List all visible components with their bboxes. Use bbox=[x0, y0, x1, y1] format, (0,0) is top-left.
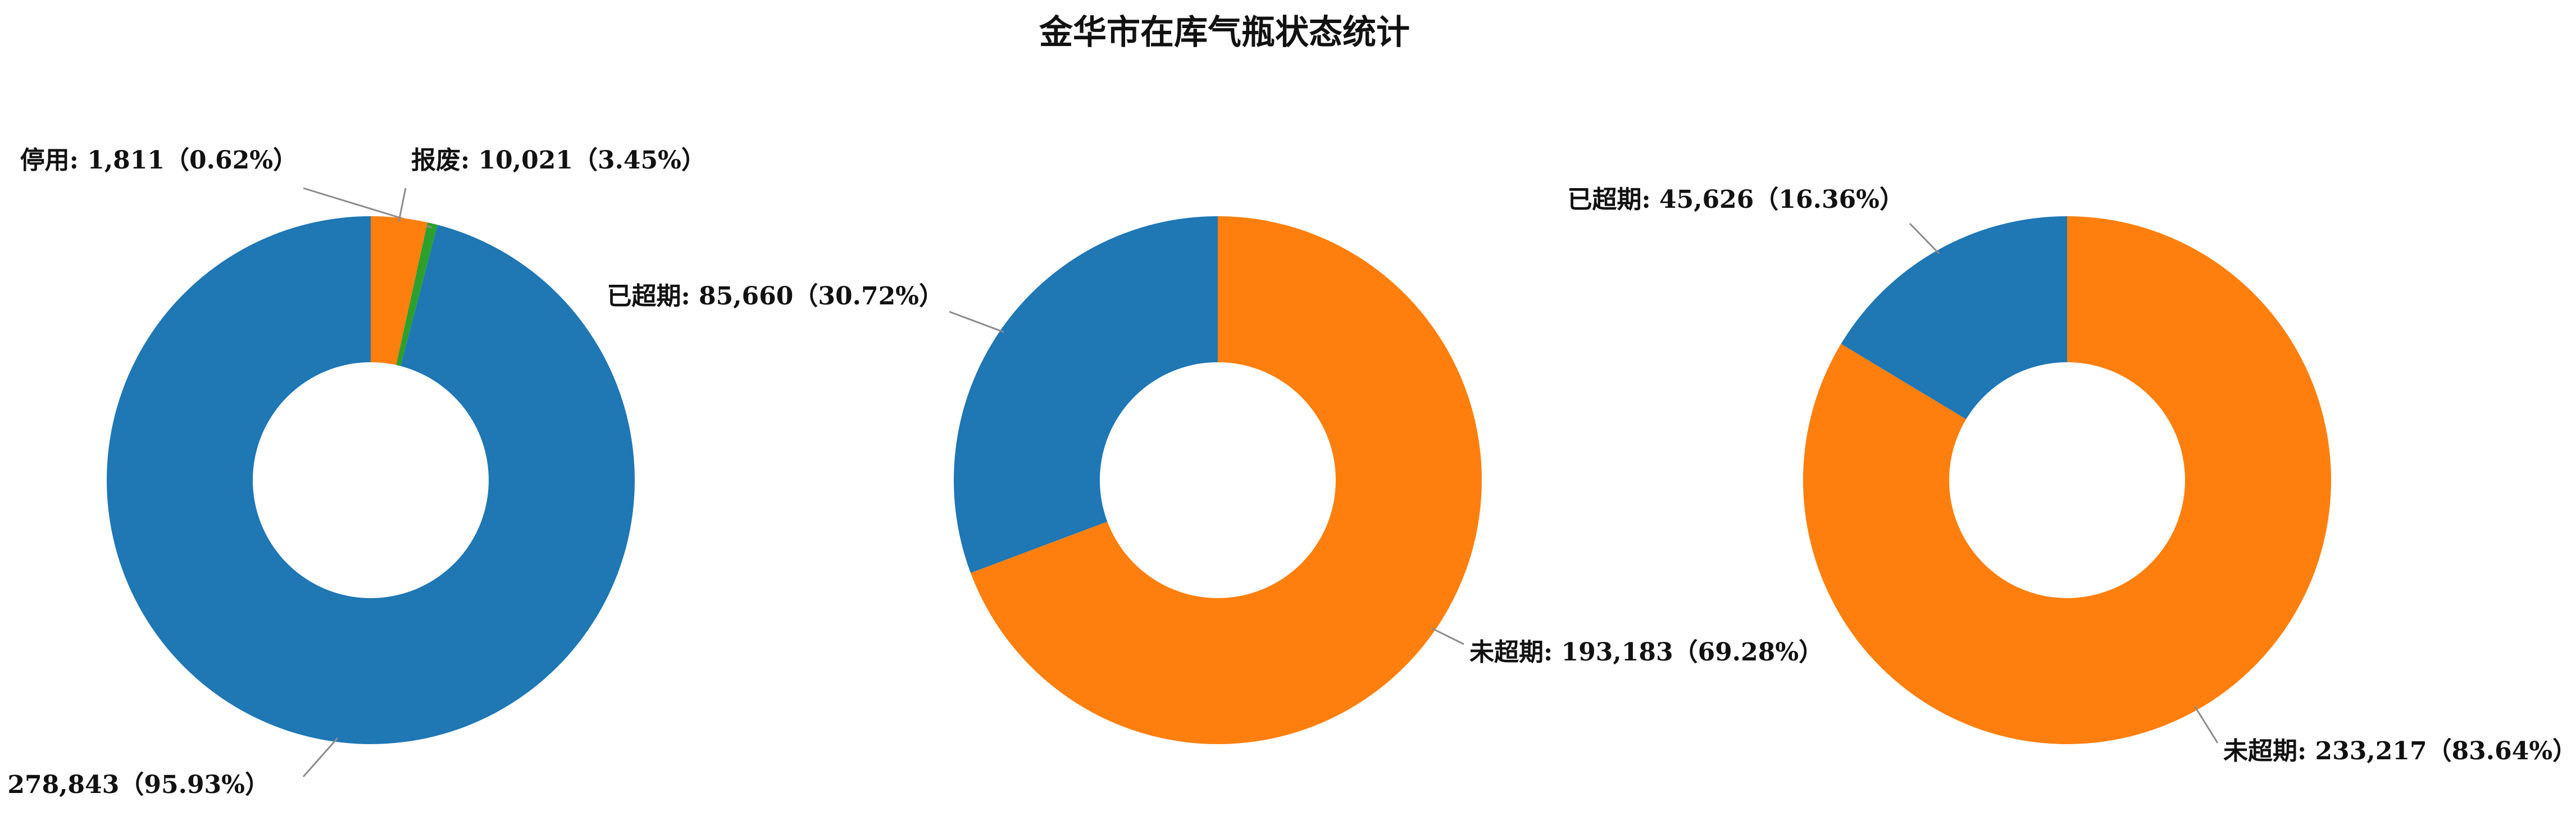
pie-3-leader-1 bbox=[1909, 222, 1940, 254]
pie-2-label-1: 已超期: 85,660（30.72%） bbox=[607, 282, 944, 311]
pie-3-label-2: 未超期: 233,217（83.64%） bbox=[2223, 737, 2576, 765]
pie-1-label-1: 在用: 278,843（95.93%） bbox=[0, 771, 270, 799]
pie-1-label-3: 报废: 10,021（3.45%） bbox=[411, 146, 706, 175]
pie-2-slice-2 bbox=[971, 216, 1482, 744]
pie-1-label-2: 停用: 1,811（0.62%） bbox=[20, 146, 298, 175]
pie-3-leader-2 bbox=[2194, 706, 2219, 744]
pie-chart-2: 已超期: 85,660（30.72%） 未超期: 193,183（69.28%） bbox=[607, 216, 1823, 744]
pie-1-slice-1 bbox=[106, 216, 635, 744]
pie-2-leader-1 bbox=[949, 311, 1004, 333]
pie-3-label-1: 已超期: 45,626（16.36%） bbox=[1567, 185, 1904, 214]
pie-3-slice-1 bbox=[1841, 216, 2067, 420]
pie-chart-1: 在用: 278,843（95.93%） 停用: 1,811（0.62%） 报废: 1… bbox=[0, 146, 706, 799]
pie-2-label-2: 未超期: 193,183（69.28%） bbox=[1469, 638, 1823, 667]
pie-3-slice-2 bbox=[1803, 216, 2331, 744]
chart-title: 金华市在库气瓶状态统计 bbox=[1039, 13, 1410, 52]
pie-chart-3: 已超期: 45,626（16.36%） 未超期: 233,217（83.64%） bbox=[1567, 185, 2576, 765]
pie-2-slice-1 bbox=[954, 216, 1218, 573]
pie-1-slice-3 bbox=[371, 216, 428, 365]
pies-group: 在用: 278,843（95.93%） 停用: 1,811（0.62%） 报废: 1… bbox=[0, 146, 2576, 799]
pie-2-leader-2 bbox=[1431, 627, 1464, 645]
pie-1-leader-3 bbox=[398, 188, 407, 222]
pie-1-leader-1 bbox=[302, 737, 339, 777]
pie-1-slice-2 bbox=[396, 222, 438, 366]
